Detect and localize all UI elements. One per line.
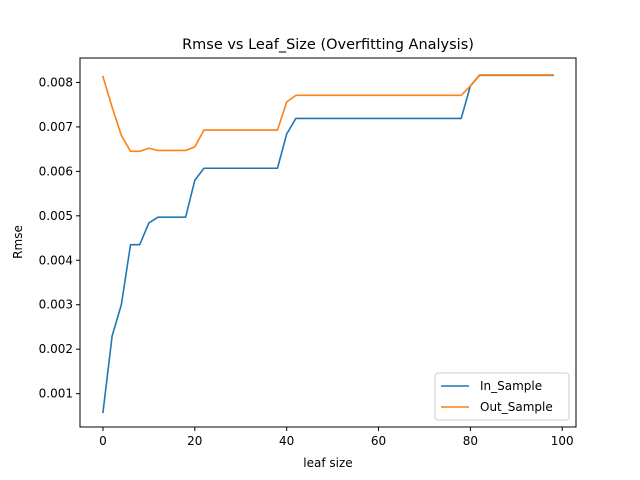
plot-frame: [79, 57, 577, 428]
y-tick-label: 0.003: [39, 298, 73, 312]
y-tick-label: 0.001: [39, 387, 73, 401]
x-tick-label: 20: [187, 434, 202, 448]
x-axis-label: leaf size: [303, 456, 352, 470]
x-axis: 0 20 40 60 80 100: [99, 427, 574, 448]
y-tick-label: 0.006: [39, 164, 73, 178]
x-tick-label: 60: [371, 434, 386, 448]
plot-area: [101, 74, 554, 414]
legend-label-out-sample: Out_Sample: [480, 400, 553, 414]
legend-label-in-sample: In_Sample: [480, 379, 542, 393]
chart-title: Rmse vs Leaf_Size (Overfitting Analysis): [182, 37, 474, 53]
series-line-in-sample: [102, 74, 554, 414]
legend: In_Sample Out_Sample: [434, 372, 570, 421]
series-line-out-sample: [101, 74, 554, 153]
x-tick-label: 80: [463, 434, 478, 448]
y-tick-label: 0.005: [39, 209, 73, 223]
y-axis-label: Rmse: [11, 225, 25, 259]
y-tick-label: 0.008: [39, 75, 73, 89]
y-tick-label: 0.007: [39, 120, 73, 134]
legend-box: [434, 372, 570, 421]
y-tick-label: 0.002: [39, 342, 73, 356]
y-axis: 0.001 0.002 0.003 0.004 0.005 0.006 0.007 0.008: [39, 75, 80, 401]
y-tick-label: 0.004: [39, 253, 73, 267]
x-tick-label: 100: [551, 434, 574, 448]
x-tick-label: 40: [279, 434, 294, 448]
x-tick-label: 0: [99, 434, 107, 448]
